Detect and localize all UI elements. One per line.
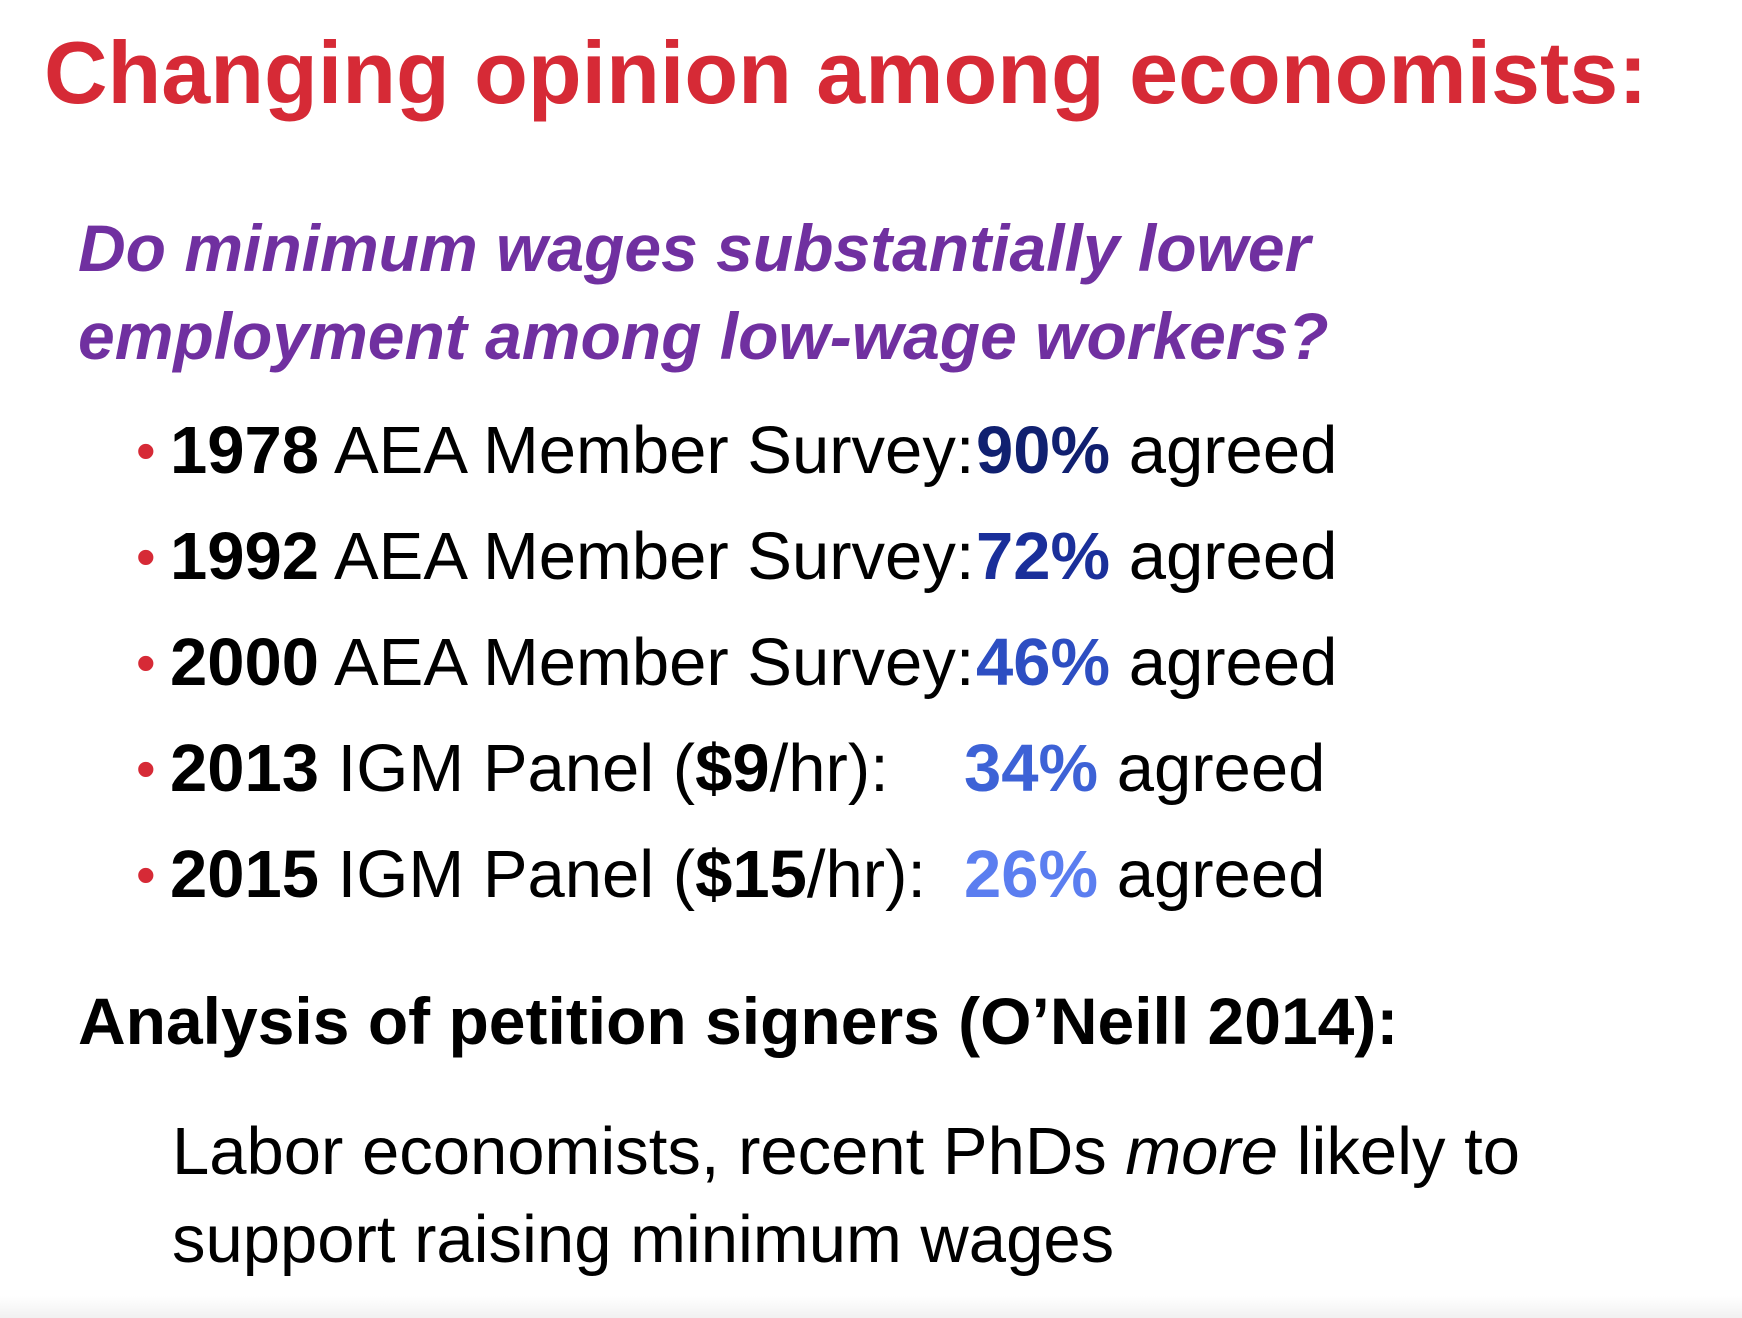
- survey-agreed: agreed: [1098, 837, 1326, 912]
- survey-name: AEA Member Survey:: [319, 625, 975, 700]
- survey-wage: $15: [695, 837, 807, 912]
- survey-year: 2015: [170, 837, 320, 912]
- bullet-icon: •: [136, 631, 156, 694]
- survey-year: 1992: [170, 519, 320, 594]
- survey-agreed: agreed: [1098, 731, 1326, 806]
- survey-agreed: agreed: [1110, 413, 1338, 488]
- bullet-icon: •: [136, 525, 156, 588]
- closing-text-emphasis: more: [1125, 1114, 1278, 1189]
- survey-name: AEA Member Survey:: [319, 413, 975, 488]
- bottom-shade: [0, 1296, 1742, 1318]
- survey-name: IGM Panel (: [319, 731, 696, 806]
- survey-agreed: agreed: [1110, 625, 1338, 700]
- survey-result: 46% agreed: [976, 620, 1337, 706]
- survey-percent: 90%: [976, 413, 1111, 488]
- survey-percent: 26%: [964, 837, 1099, 912]
- survey-name: IGM Panel (: [319, 837, 696, 912]
- survey-name: AEA Member Survey:: [319, 519, 975, 594]
- survey-agreed: agreed: [1110, 519, 1338, 594]
- survey-label: 2000 AEA Member Survey:: [170, 620, 974, 706]
- survey-label: 1992 AEA Member Survey:: [170, 514, 974, 600]
- petition-analysis-heading: Analysis of petition signers (O’Neill 20…: [78, 984, 1399, 1058]
- survey-label: 1978 AEA Member Survey:: [170, 408, 974, 494]
- question-text: Do minimum wages substantially lower emp…: [78, 211, 1329, 373]
- petition-analysis-text: Labor economists, recent PhDs more likel…: [172, 1108, 1702, 1284]
- survey-result: 90% agreed: [976, 408, 1337, 494]
- survey-result: 26% agreed: [964, 832, 1325, 918]
- survey-year: 2013: [170, 731, 320, 806]
- closing-text-before: Labor economists, recent PhDs: [172, 1114, 1126, 1189]
- survey-name-suffix: /hr):: [769, 731, 889, 806]
- survey-year: 2000: [170, 625, 320, 700]
- bullet-icon: •: [136, 419, 156, 482]
- slide-title: Changing opinion among economists:: [44, 23, 1648, 122]
- survey-percent: 34%: [964, 731, 1099, 806]
- survey-name-suffix: /hr):: [806, 837, 927, 912]
- survey-percent: 72%: [976, 519, 1111, 594]
- survey-result: 72% agreed: [976, 514, 1337, 600]
- bullet-icon: •: [136, 843, 156, 906]
- survey-label: 2013 IGM Panel ($9/hr):: [170, 726, 889, 812]
- survey-result: 34% agreed: [964, 726, 1325, 812]
- survey-label: 2015 IGM Panel ($15/hr):: [170, 832, 926, 918]
- closing-text-after: likely to support raising minimum wages: [172, 1114, 1521, 1277]
- survey-percent: 46%: [976, 625, 1111, 700]
- bullet-icon: •: [136, 737, 156, 800]
- survey-year: 1978: [170, 413, 320, 488]
- survey-wage: $9: [695, 731, 770, 806]
